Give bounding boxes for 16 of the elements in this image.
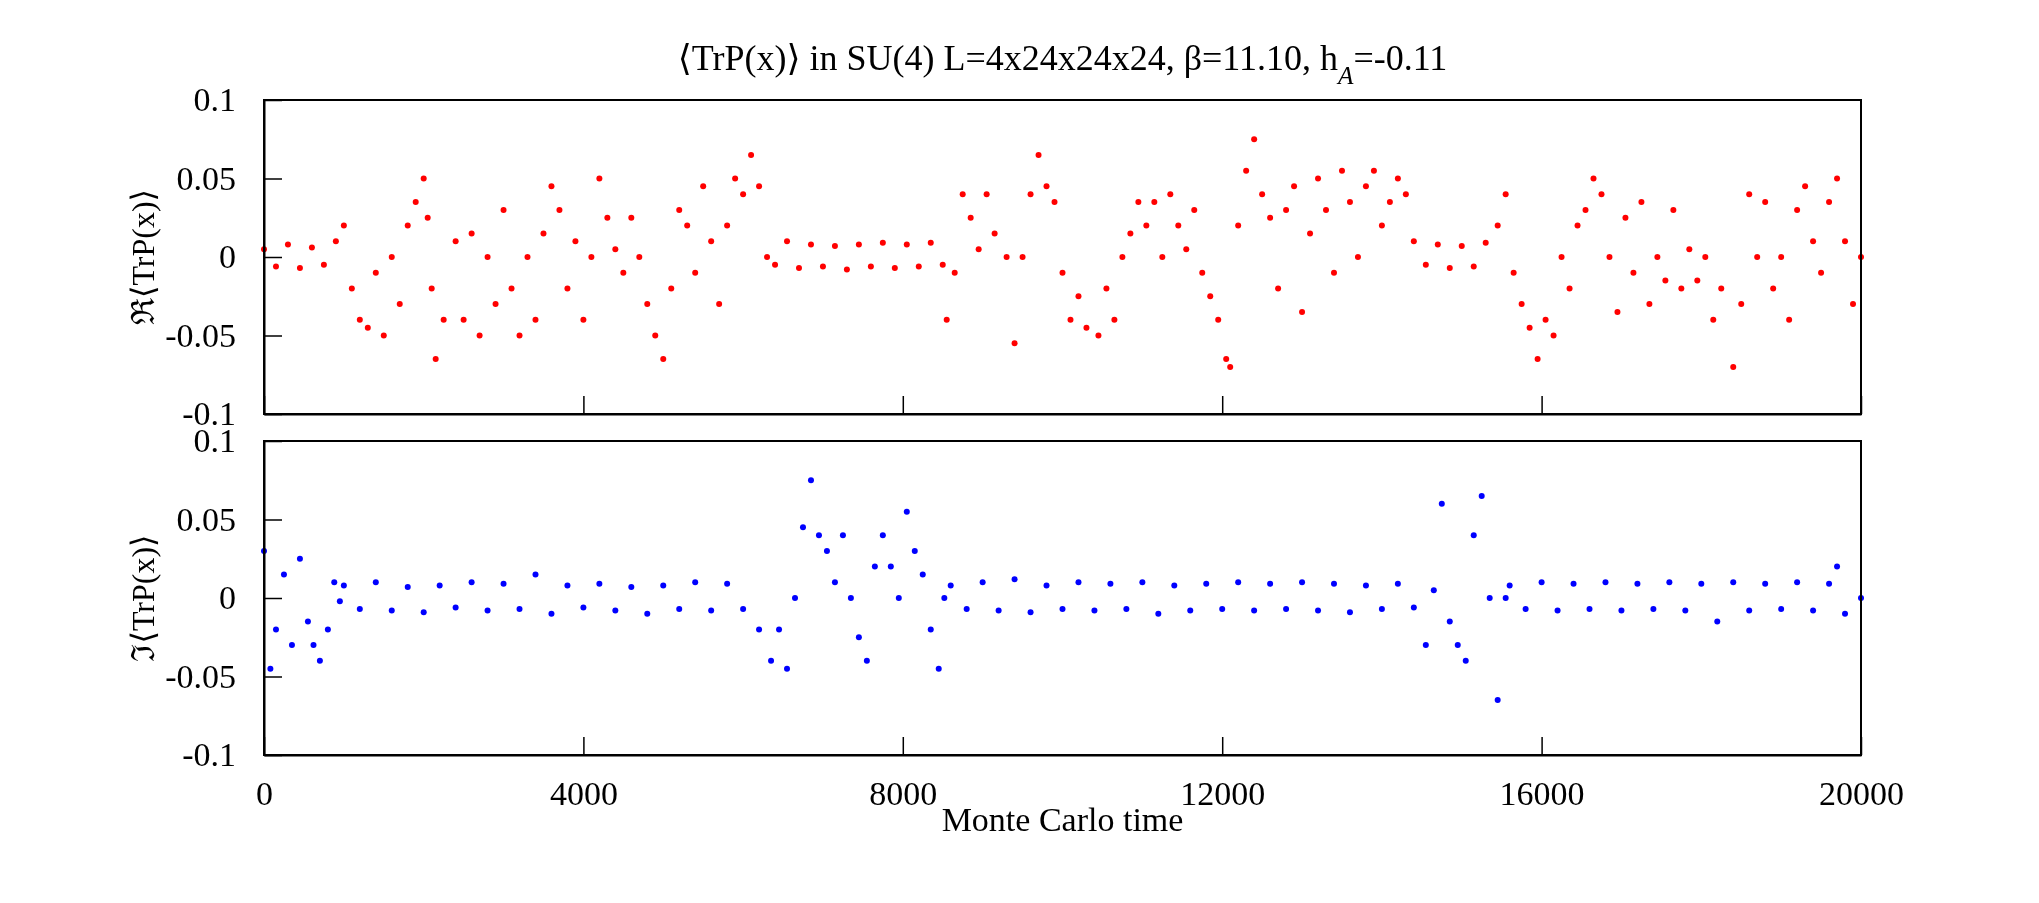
y-tick-label: 0: [219, 579, 236, 617]
y-tick-label: 0: [219, 238, 236, 276]
x-tick-label: 8000: [869, 775, 938, 813]
y-axis-title: ℑ⟨TrP(x)⟩: [125, 534, 161, 662]
y-tick-label: 0.05: [176, 159, 236, 197]
x-tick-label: 20000: [1819, 775, 1904, 813]
y-tick-label: -0.05: [165, 657, 236, 695]
x-tick-label: 16000: [1499, 775, 1585, 813]
x-tick-label: 0: [256, 775, 273, 813]
x-tick-label: 4000: [549, 775, 618, 813]
y-tick-label: 0.1: [193, 81, 236, 119]
y-tick-label: -0.1: [182, 736, 236, 774]
chart-title: ⟨TrP(x)⟩ in SU(4) L=4x24x24x24, β=11.10, h$_{A}$=-0.11: [677, 38, 1448, 89]
y-axis-title: ℜ⟨TrP(x)⟩: [125, 188, 161, 326]
y-tick-label: -0.05: [165, 316, 236, 354]
y-tick-label: 0.05: [176, 500, 236, 538]
